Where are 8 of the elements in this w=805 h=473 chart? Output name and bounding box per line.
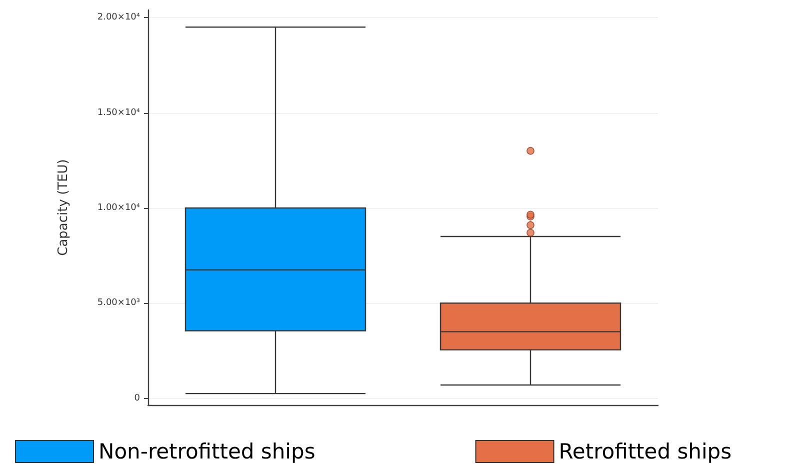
legend-label: Retrofitted ships (558, 440, 732, 464)
y-axis-title: Capacity (TEU) (56, 159, 71, 256)
legend-label: Non-retrofitted ships (98, 440, 316, 464)
y-tick-label: 5.00×10³ (97, 298, 140, 308)
y-tick-label: 0 (134, 393, 140, 404)
y-tick-label: 1.50×10⁴ (97, 108, 140, 118)
y-tick-label: 2.00×10⁴ (97, 12, 140, 23)
y-tick-label: 1.00×10⁴ (97, 202, 140, 213)
